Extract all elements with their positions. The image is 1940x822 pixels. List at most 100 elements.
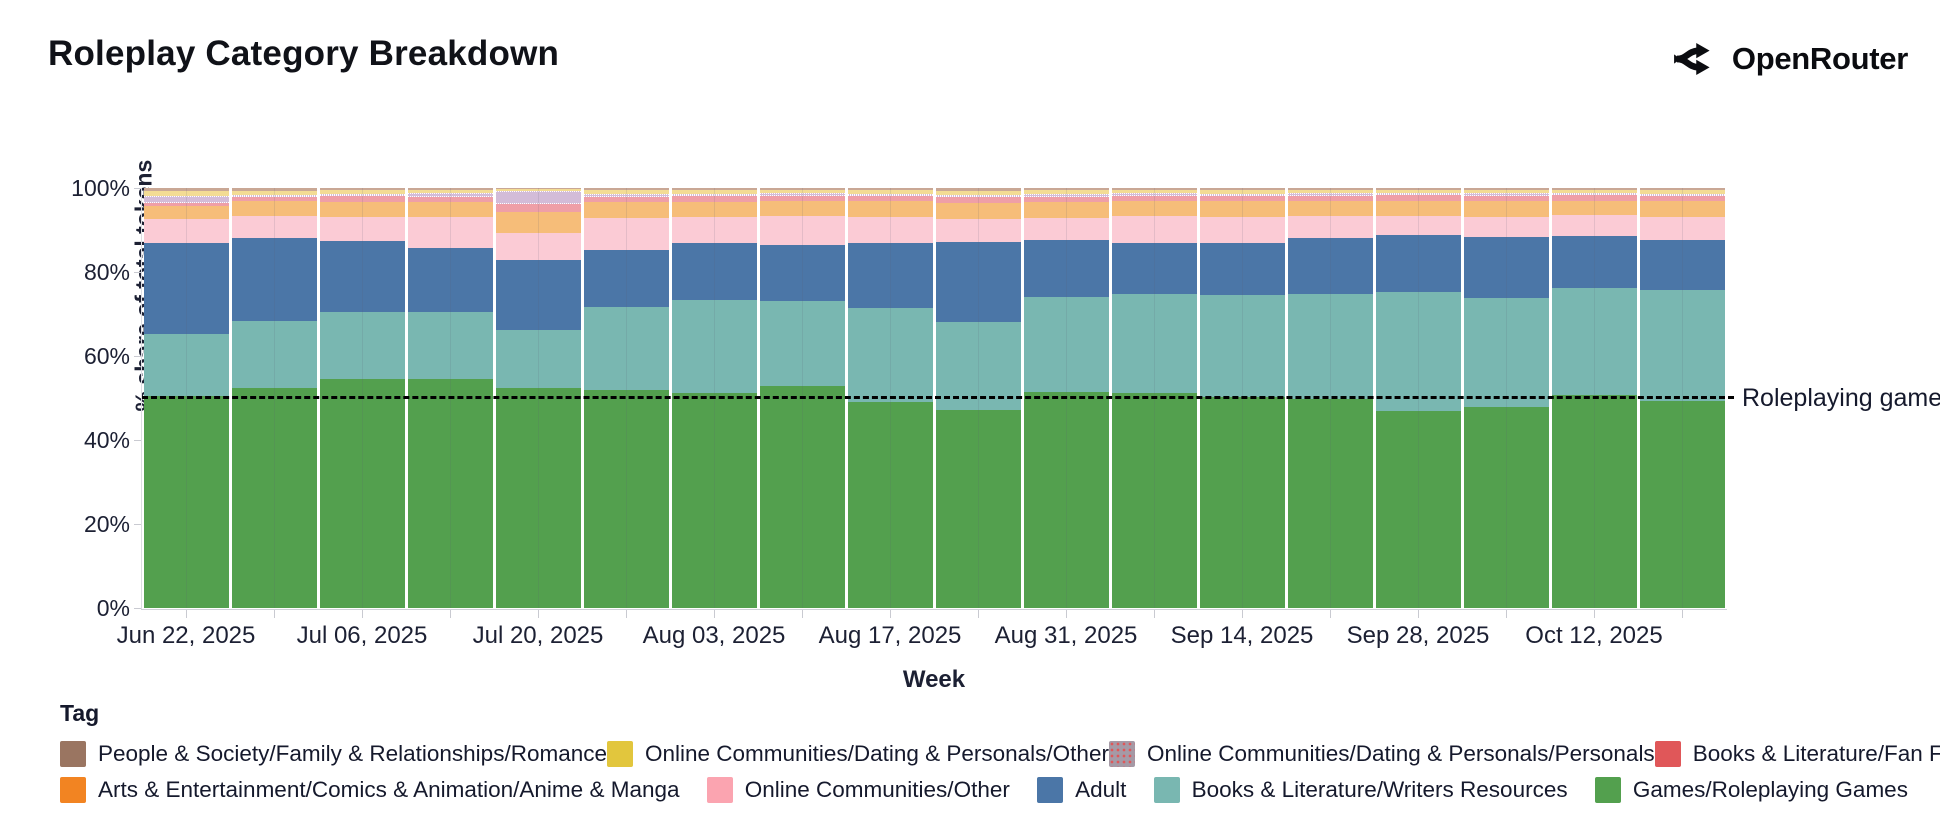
bar-segment[interactable] xyxy=(319,240,405,312)
bar-segment[interactable] xyxy=(1287,216,1373,239)
bar-segment[interactable] xyxy=(1375,189,1461,194)
bar-segment[interactable] xyxy=(1023,194,1109,197)
bar-segment[interactable] xyxy=(935,188,1021,191)
bar-segment[interactable] xyxy=(759,245,845,301)
bar-segment[interactable] xyxy=(759,188,845,190)
legend-item[interactable]: Games/Roleplaying Games xyxy=(1594,777,1908,803)
bar-segment[interactable] xyxy=(1375,195,1461,201)
bar-segment[interactable] xyxy=(1111,201,1197,217)
bar-segment[interactable] xyxy=(1023,296,1109,393)
bar-segment[interactable] xyxy=(1639,217,1725,241)
bar-segment[interactable] xyxy=(1375,235,1461,292)
bar-segment[interactable] xyxy=(1463,188,1549,190)
bar-segment[interactable] xyxy=(1199,188,1285,191)
bar-segment[interactable] xyxy=(583,306,669,391)
bar-segment[interactable] xyxy=(1639,193,1725,196)
bar-segment[interactable] xyxy=(1287,238,1373,294)
bar-segment[interactable] xyxy=(1639,189,1725,194)
bar-segment[interactable] xyxy=(671,196,757,202)
bar-segment[interactable] xyxy=(1375,188,1461,190)
bar-segment[interactable] xyxy=(671,188,757,191)
bar-segment[interactable] xyxy=(1199,190,1285,194)
bar-segment[interactable] xyxy=(495,188,581,189)
bar-segment[interactable] xyxy=(143,191,229,197)
bar-segment[interactable] xyxy=(583,190,669,195)
bar-segment[interactable] xyxy=(847,196,933,202)
bar-segment[interactable] xyxy=(671,243,757,301)
bar-segment[interactable] xyxy=(1639,201,1725,218)
bar-segment[interactable] xyxy=(1199,295,1285,398)
bar-segment[interactable] xyxy=(1551,235,1637,288)
bar-segment[interactable] xyxy=(407,311,493,379)
bar-segment[interactable] xyxy=(935,241,1021,322)
bar-segment[interactable] xyxy=(231,216,317,238)
bar-segment[interactable] xyxy=(319,379,405,608)
bar-segment[interactable] xyxy=(319,311,405,380)
legend-item[interactable]: Online Communities/Dating & Personals/Pe… xyxy=(1108,741,1655,767)
bar-segment[interactable] xyxy=(1287,189,1373,194)
bar-segment[interactable] xyxy=(1463,216,1549,237)
bar-segment[interactable] xyxy=(1111,293,1197,393)
bar-segment[interactable] xyxy=(407,196,493,203)
legend-item[interactable]: People & Society/Family & Relationships/… xyxy=(60,741,607,767)
bar-segment[interactable] xyxy=(407,193,493,197)
bar-segment[interactable] xyxy=(319,193,405,197)
bar-segment[interactable] xyxy=(1463,195,1549,202)
legend-item[interactable]: Books & Literature/Fan Fiction xyxy=(1654,741,1940,767)
bar-segment[interactable] xyxy=(1375,291,1461,411)
bar-segment[interactable] xyxy=(231,388,317,608)
bar-segment[interactable] xyxy=(1551,189,1637,194)
bar-segment[interactable] xyxy=(1463,189,1549,194)
bar-segment[interactable] xyxy=(495,233,581,260)
bar-segment[interactable] xyxy=(143,188,229,192)
bar-segment[interactable] xyxy=(583,217,669,251)
bar-segment[interactable] xyxy=(1639,400,1725,608)
bar-segment[interactable] xyxy=(1199,397,1285,608)
bar-segment[interactable] xyxy=(1023,217,1109,241)
bar-segment[interactable] xyxy=(847,308,933,402)
bar-segment[interactable] xyxy=(583,202,669,218)
bar-segment[interactable] xyxy=(231,190,317,195)
bar-segment[interactable] xyxy=(407,202,493,218)
bar-segment[interactable] xyxy=(1639,290,1725,401)
bar-segment[interactable] xyxy=(495,329,581,389)
bar-segment[interactable] xyxy=(407,188,493,191)
bar-segment[interactable] xyxy=(671,201,757,217)
bar-segment[interactable] xyxy=(671,392,757,608)
bar-segment[interactable] xyxy=(583,196,669,203)
bar-segment[interactable] xyxy=(1199,196,1285,202)
bar-segment[interactable] xyxy=(847,188,933,191)
bar-segment[interactable] xyxy=(143,219,229,244)
bar-segment[interactable] xyxy=(143,334,229,396)
bar-segment[interactable] xyxy=(759,189,845,194)
bar-segment[interactable] xyxy=(1023,392,1109,608)
bar-segment[interactable] xyxy=(1375,193,1461,196)
bar-segment[interactable] xyxy=(671,194,757,197)
bar-segment[interactable] xyxy=(935,219,1021,242)
bar-segment[interactable] xyxy=(583,194,669,197)
legend-item[interactable]: Online Communities/Other xyxy=(706,777,1010,803)
bar-segment[interactable] xyxy=(1111,242,1197,294)
bar-segment[interactable] xyxy=(1551,200,1637,216)
bar-segment[interactable] xyxy=(1375,200,1461,217)
bar-segment[interactable] xyxy=(143,206,229,220)
bar-segment[interactable] xyxy=(1463,298,1549,407)
bar-segment[interactable] xyxy=(319,196,405,202)
bar-segment[interactable] xyxy=(1463,193,1549,196)
bar-segment[interactable] xyxy=(671,300,757,393)
bar-segment[interactable] xyxy=(1023,190,1109,195)
bar-segment[interactable] xyxy=(143,243,229,335)
bar-segment[interactable] xyxy=(319,201,405,217)
bar-segment[interactable] xyxy=(1551,287,1637,396)
bar-segment[interactable] xyxy=(1111,188,1197,190)
bar-segment[interactable] xyxy=(495,211,581,234)
bar-segment[interactable] xyxy=(1199,216,1285,244)
legend-item[interactable]: Online Communities/Dating & Personals/Ot… xyxy=(607,741,1109,767)
bar-segment[interactable] xyxy=(495,203,581,212)
bar-segment[interactable] xyxy=(143,203,229,207)
bar-segment[interactable] xyxy=(1199,193,1285,196)
bar-segment[interactable] xyxy=(231,237,317,322)
bar-segment[interactable] xyxy=(1551,195,1637,201)
bar-segment[interactable] xyxy=(847,190,933,194)
bar-segment[interactable] xyxy=(495,388,581,608)
